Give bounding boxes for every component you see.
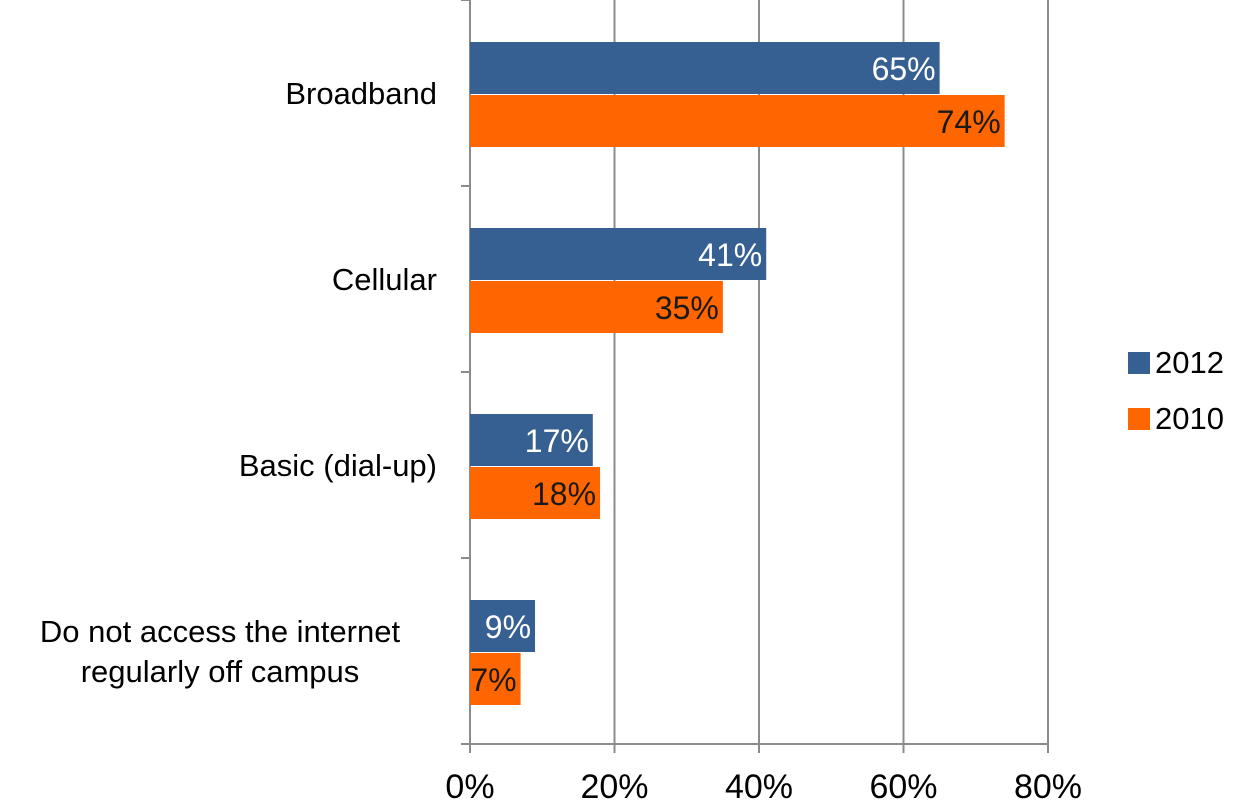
bar-2012-3 xyxy=(470,600,536,652)
category-label-3-line-0: Do not access the internet xyxy=(40,614,401,649)
bar-2010-3 xyxy=(470,653,521,705)
data-label-2010-0: 74% xyxy=(937,104,1001,140)
legend-label-2010: 2010 xyxy=(1155,401,1224,436)
data-label-2010-1: 35% xyxy=(655,290,719,326)
bar-2010-0 xyxy=(470,95,1005,147)
category-label-2: Basic (dial-up) xyxy=(239,448,437,483)
bar-2010-1 xyxy=(470,281,723,333)
category-label-1: Cellular xyxy=(332,262,437,297)
data-label-2012-1: 41% xyxy=(698,237,762,273)
x-tick-label-0: 0% xyxy=(445,768,494,806)
data-label-2010-2: 18% xyxy=(532,476,596,512)
legend-label-2012: 2012 xyxy=(1155,345,1224,380)
bar-2012-2 xyxy=(470,414,593,466)
bar-2012-0 xyxy=(470,42,940,94)
x-tick-label-3: 60% xyxy=(869,768,937,806)
category-label-0: Broadband xyxy=(285,76,437,111)
legend-swatch-2012 xyxy=(1128,352,1150,374)
category-label-3-line-1: regularly off campus xyxy=(81,654,360,689)
data-label-2010-3: 7% xyxy=(470,662,516,698)
data-label-2012-2: 17% xyxy=(525,423,589,459)
bar-2012-1 xyxy=(470,228,767,280)
legend-swatch-2010 xyxy=(1128,408,1150,430)
x-tick-label-4: 80% xyxy=(1014,768,1082,806)
x-tick-label-2: 40% xyxy=(725,768,793,806)
x-tick-label-1: 20% xyxy=(580,768,648,806)
data-label-2012-0: 65% xyxy=(872,51,936,87)
bar-2010-2 xyxy=(470,467,601,519)
data-label-2012-3: 9% xyxy=(485,609,531,645)
